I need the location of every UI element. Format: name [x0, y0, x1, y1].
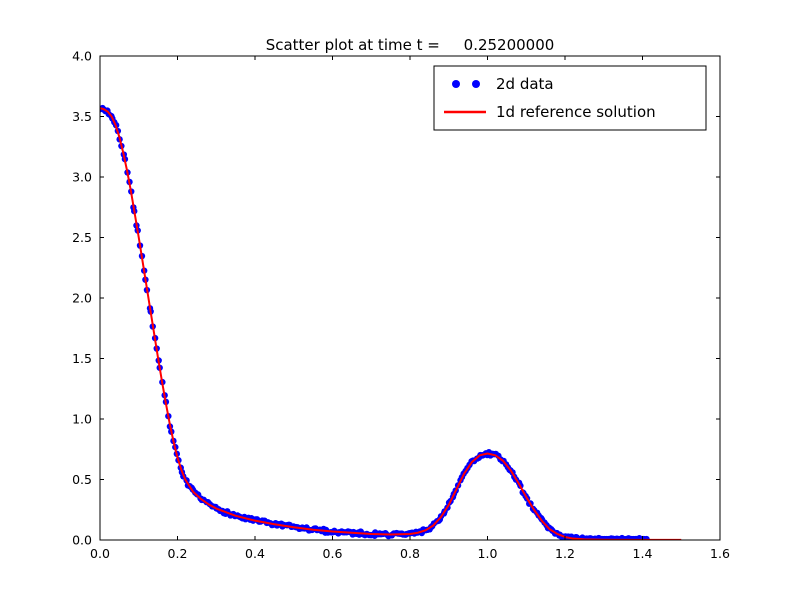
x-tick-label: 0.2: [168, 546, 188, 561]
line-series-1d-reference-solution: [100, 107, 682, 540]
y-tick-label: 1.0: [72, 412, 92, 427]
legend-label: 1d reference solution: [496, 103, 656, 121]
chart-title: Scatter plot at time t = 0.25200000: [265, 36, 555, 54]
x-tick-label: 0.8: [400, 546, 420, 561]
x-tick-label: 0.0: [90, 546, 110, 561]
x-tick-label: 0.4: [245, 546, 265, 561]
reference-line: [100, 107, 682, 540]
y-tick-label: 1.5: [72, 351, 92, 366]
x-tick-label: 1.4: [633, 546, 653, 561]
legend: 2d data 1d reference solution: [433, 65, 707, 131]
y-axis-ticks: 0.0 0.5 1.0 1.5 2.0 2.5 3.0 3.5 4.0: [72, 49, 720, 548]
x-axis-ticks: 0.0 0.2 0.4 0.6 0.8 1.0 1.2 1.4 1.6: [90, 56, 730, 561]
y-tick-label: 2.0: [72, 291, 92, 306]
y-tick-label: 0.0: [72, 533, 92, 548]
x-tick-label: 0.6: [323, 546, 343, 561]
legend-label: 2d data: [496, 75, 554, 93]
y-tick-label: 3.5: [72, 109, 92, 124]
x-tick-label: 1.0: [478, 546, 498, 561]
y-tick-label: 4.0: [72, 49, 92, 64]
scatter-series-2d-data: [100, 104, 650, 540]
legend-box: [433, 65, 707, 131]
y-tick-label: 3.0: [72, 170, 92, 185]
y-tick-label: 0.5: [72, 472, 92, 487]
y-tick-label: 2.5: [72, 230, 92, 245]
x-tick-label: 1.2: [555, 546, 575, 561]
legend-scatter-marker: [472, 80, 480, 88]
x-tick-label: 1.6: [710, 546, 730, 561]
legend-scatter-marker: [452, 80, 460, 88]
